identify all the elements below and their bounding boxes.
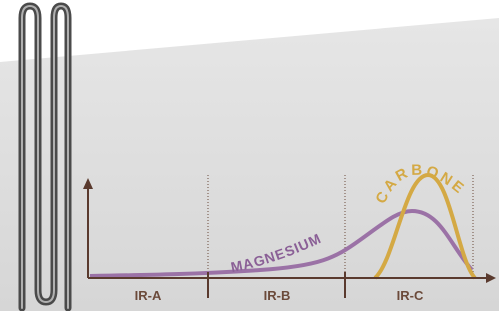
band-label: IR-A xyxy=(135,288,162,303)
band-label: IR-C xyxy=(397,288,424,303)
diagram: IR-A IR-B IR-C MAGNESIUM CARBONE xyxy=(0,0,499,311)
page: IR-A IR-B IR-C MAGNESIUM CARBONE (() => … xyxy=(0,0,499,311)
band-label: IR-B xyxy=(264,288,291,303)
